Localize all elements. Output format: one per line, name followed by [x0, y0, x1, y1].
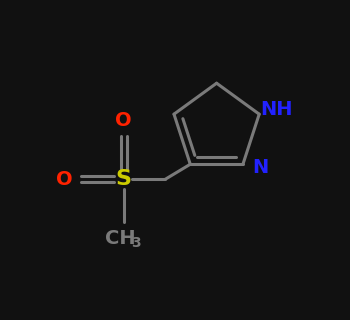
- Text: 3: 3: [131, 236, 141, 250]
- Text: O: O: [116, 110, 132, 130]
- Text: NH: NH: [260, 100, 293, 119]
- Text: S: S: [116, 169, 132, 189]
- Text: CH: CH: [105, 229, 136, 248]
- Text: N: N: [252, 158, 269, 177]
- Text: O: O: [56, 170, 73, 189]
